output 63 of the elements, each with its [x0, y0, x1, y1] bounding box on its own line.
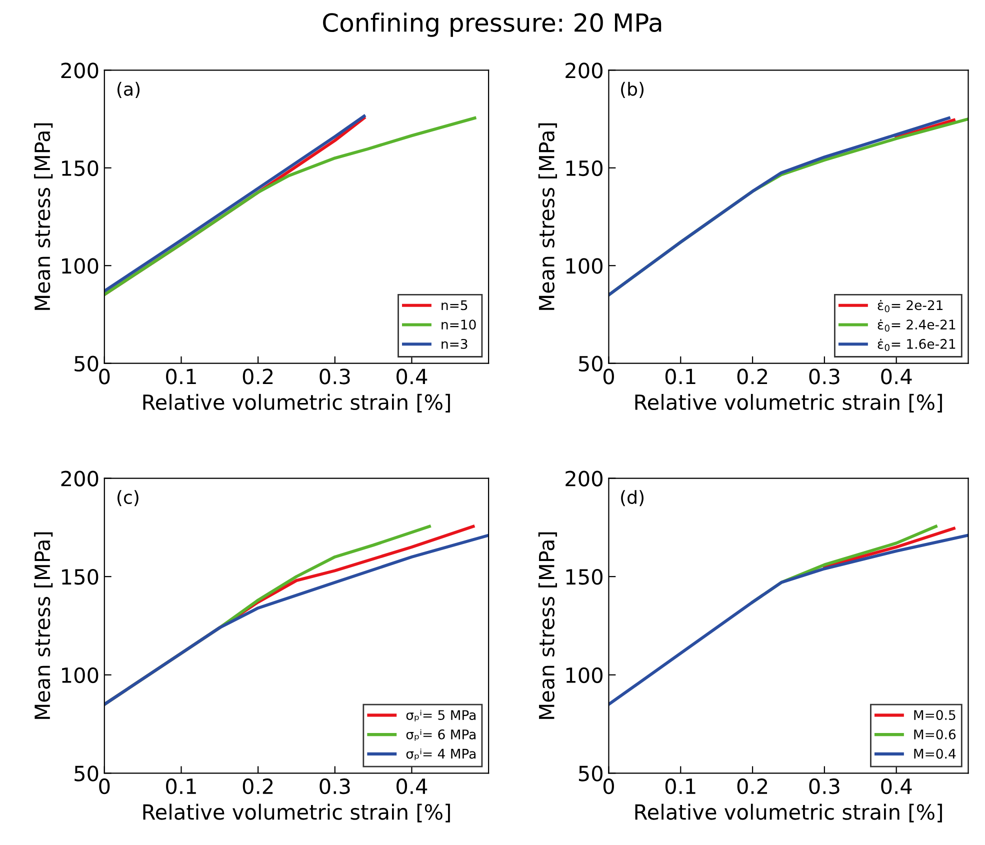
- legend-label: n=5: [442, 300, 468, 310]
- x-tick-label: 0: [99, 368, 110, 384]
- y-tick-label: 150: [62, 569, 98, 585]
- annotation: (b): [621, 82, 644, 98]
- x-tick-label: 0.4: [881, 368, 912, 384]
- y-tick-label: 50: [578, 356, 602, 372]
- line-series: [608, 534, 968, 706]
- x-tick-label: 0.3: [320, 368, 350, 384]
- y-tick-label: 200: [61, 470, 98, 486]
- legend-label: σₚⁱ= 5 MPa: [406, 710, 476, 722]
- x-tick-label: 0.1: [166, 778, 196, 794]
- y-tick-label: 100: [566, 258, 602, 274]
- y-tick-label: 200: [61, 62, 98, 78]
- x-tick-label: 0.4: [881, 778, 912, 794]
- legend-label: σₚⁱ= 4 MPa: [406, 748, 476, 760]
- annotation: (a): [117, 82, 140, 98]
- legend-label: ε̇$_{0}$= 2.4e-21: [878, 319, 956, 332]
- y-axis-title: Mean stress [MPa]: [34, 532, 53, 719]
- y-tick-label: 50: [74, 356, 98, 372]
- legend-label: n=10: [442, 320, 476, 330]
- y-axis-title: Mean stress [MPa]: [538, 123, 557, 310]
- x-tick-label: 0: [99, 778, 110, 794]
- x-tick-label: 0.3: [809, 778, 840, 794]
- legend-label: ε̇$_{0}$= 2e-21: [878, 300, 943, 312]
- x-tick-label: 0.2: [242, 368, 273, 384]
- x-tick-label: 0.1: [665, 778, 696, 794]
- y-tick-label: 100: [62, 667, 98, 684]
- legend-label: n=3: [442, 338, 468, 349]
- x-axis-title: Relative volumetric strain [%]: [635, 804, 942, 822]
- annotation: (c): [117, 490, 138, 506]
- y-tick-label: 150: [62, 160, 98, 176]
- y-tick-label: 200: [566, 470, 602, 486]
- x-tick-label: 0.1: [665, 368, 696, 384]
- y-tick-label: 50: [74, 766, 98, 782]
- chart-title: Confining pressure: 20 MPa: [323, 12, 662, 37]
- x-tick-label: 0.4: [396, 368, 428, 384]
- x-axis-title: Relative volumetric strain [%]: [143, 394, 450, 413]
- x-tick-label: 0.4: [396, 778, 428, 794]
- x-tick-label: 0.3: [809, 368, 840, 384]
- annotation: (d): [621, 490, 644, 506]
- legend-label: M=0.5: [914, 710, 956, 720]
- legend-label: M=0.4: [914, 748, 956, 759]
- y-tick-label: 50: [578, 766, 602, 782]
- x-tick-label: 0: [603, 778, 614, 794]
- line-series: [104, 116, 476, 296]
- x-axis-title: Relative volumetric strain [%]: [143, 804, 450, 822]
- x-tick-label: 0.1: [166, 368, 196, 384]
- y-axis-title: Mean stress [MPa]: [34, 123, 53, 310]
- x-tick-label: 0: [603, 368, 614, 384]
- y-tick-label: 100: [62, 258, 98, 274]
- x-tick-label: 0.2: [737, 778, 768, 794]
- y-tick-label: 150: [566, 160, 602, 176]
- legend-label: σₚⁱ= 6 MPa: [406, 729, 476, 741]
- legend-label: M=0.6: [914, 729, 956, 740]
- legend-label: ε̇$_{0}$= 1.6e-21: [878, 338, 956, 352]
- y-axis-title: Mean stress [MPa]: [538, 532, 557, 719]
- x-tick-label: 0.3: [320, 778, 350, 794]
- x-tick-label: 0.2: [737, 368, 768, 384]
- y-tick-label: 100: [566, 667, 602, 684]
- x-tick-label: 0.2: [242, 778, 273, 794]
- x-axis-title: Relative volumetric strain [%]: [635, 394, 942, 413]
- y-tick-label: 200: [566, 62, 602, 78]
- y-tick-label: 150: [566, 569, 602, 585]
